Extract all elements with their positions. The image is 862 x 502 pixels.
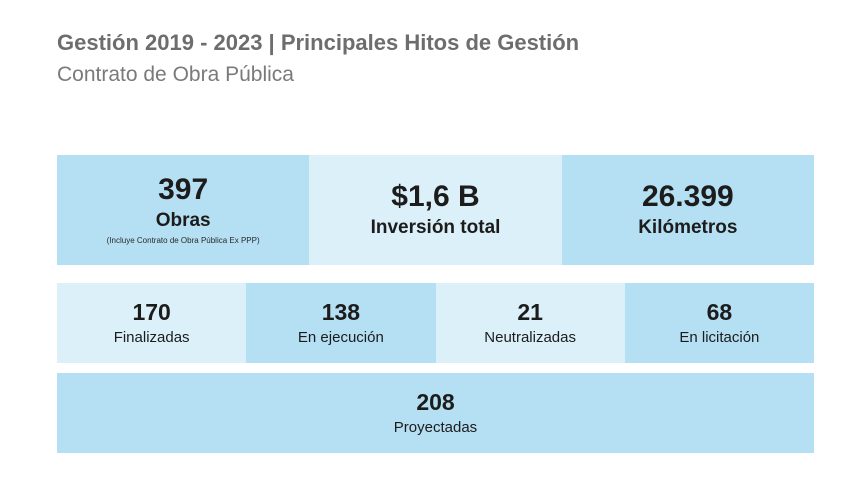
summary-value: $1,6 B [391, 180, 480, 213]
summary-label: Obras [155, 210, 211, 231]
summary-value: 397 [158, 173, 209, 206]
status-label: Finalizadas [113, 329, 190, 346]
status-row: 170 Finalizadas 138 En ejecución 21 Neut… [57, 283, 814, 363]
status-card-en-licitacion: 68 En licitación [624, 283, 814, 363]
status-card-en-ejecucion: 138 En ejecución [246, 283, 436, 363]
status-value: 138 [321, 299, 361, 325]
summary-card-kilometros: 26.399 Kilómetros [561, 155, 814, 265]
status-value: 68 [706, 299, 733, 325]
summary-row: 397 Obras (Incluye Contrato de Obra Públ… [57, 155, 814, 265]
page-title: Gestión 2019 - 2023 | Principales Hitos … [57, 30, 580, 55]
summary-label: Inversión total [370, 217, 501, 238]
status-label: Neutralizadas [484, 329, 576, 346]
projected-label: Proyectadas [393, 419, 478, 436]
status-value: 21 [517, 299, 543, 325]
summary-value: 26.399 [641, 180, 734, 213]
summary-note: (Incluye Contrato de Obra Pública Ex PPP… [106, 236, 260, 245]
summary-card-obras: 397 Obras (Incluye Contrato de Obra Públ… [57, 155, 310, 265]
status-value: 170 [132, 299, 171, 325]
status-label: En ejecución [297, 329, 384, 346]
projected-row: 208 Proyectadas [57, 373, 814, 453]
page-subtitle: Contrato de Obra Pública [57, 63, 294, 86]
summary-card-inversion: $1,6 B Inversión total [309, 155, 562, 265]
status-label: En licitación [679, 329, 760, 346]
projected-card: 208 Proyectadas [57, 373, 814, 453]
summary-label: Kilómetros [638, 217, 738, 238]
status-card-neutralizadas: 21 Neutralizadas [435, 283, 625, 363]
status-card-finalizadas: 170 Finalizadas [57, 283, 247, 363]
projected-value: 208 [416, 389, 455, 415]
